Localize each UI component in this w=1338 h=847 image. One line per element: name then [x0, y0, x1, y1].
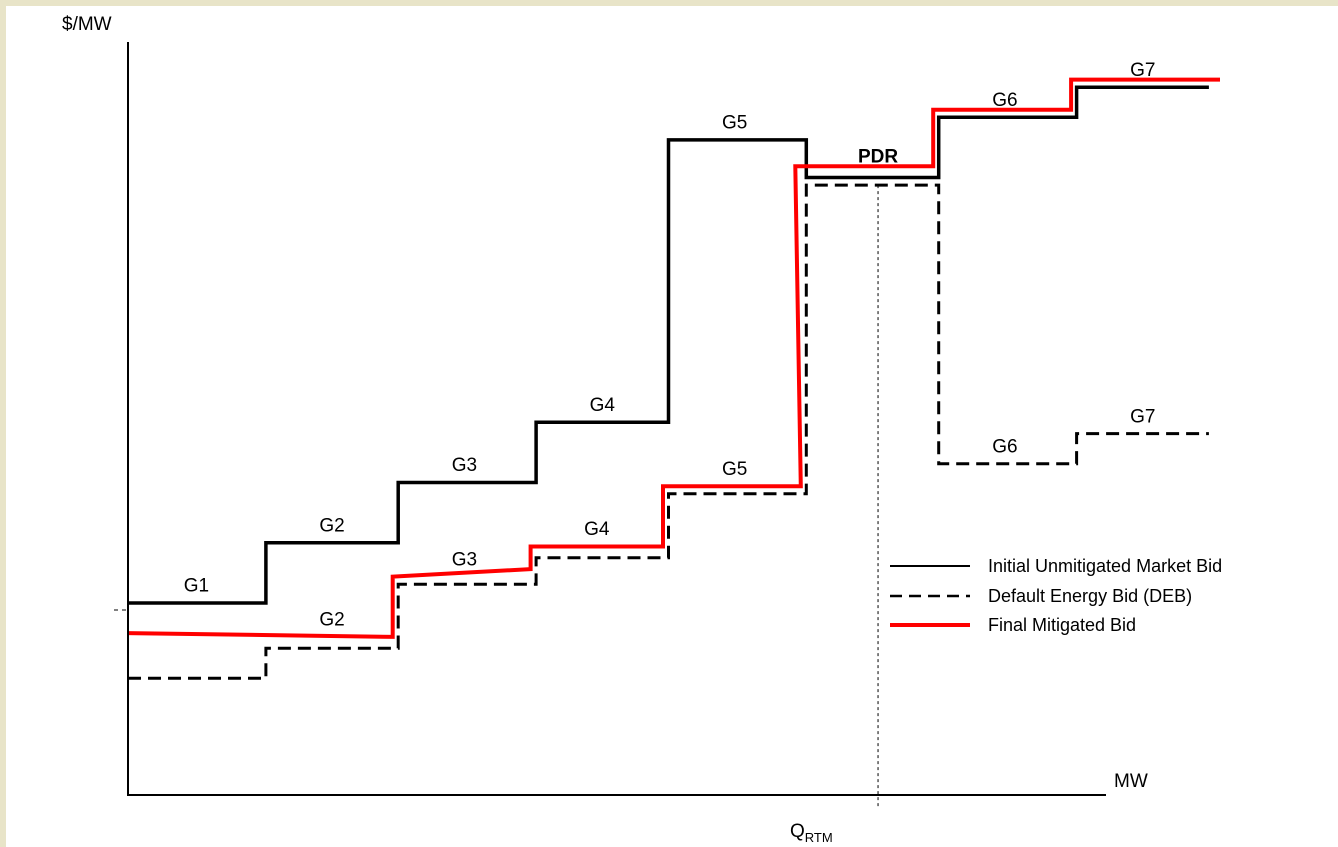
step-label-g3-9: G3 — [452, 549, 477, 570]
series-layer — [127, 77, 1220, 680]
legend: Initial Unmitigated Market Bid Default E… — [890, 556, 1222, 635]
step-label-g3-2: G3 — [452, 455, 477, 476]
step-label-g2-1: G2 — [319, 515, 344, 536]
series-line-unmitigated — [128, 85, 1209, 605]
label-layer: G1 G2 G3 G4 G5 PDR G6 G7 G2 G3 G4 G5 G6 G7 — [184, 60, 1156, 631]
series-line-deb — [128, 183, 1209, 680]
axes-layer: $/MW MW QRTM — [62, 14, 1148, 845]
legend-label-mitigated: Final Mitigated Bid — [988, 615, 1136, 635]
step-label-g4-3: G4 — [590, 395, 616, 416]
marker-label-subscript: RTM — [805, 830, 833, 845]
x-axis-label: MW — [1114, 771, 1148, 792]
legend-label-unmitigated: Initial Unmitigated Market Bid — [988, 556, 1222, 576]
step-label-g7-7: G7 — [1130, 60, 1155, 81]
step-label-g5-4: G5 — [722, 113, 747, 134]
chart-frame: $/MW MW QRTM G1 G2 G3 G4 G5 PDR G6 G7 G2 G3 G4 G5 G6… — [6, 6, 1338, 847]
legend-label-deb: Default Energy Bid (DEB) — [988, 586, 1192, 606]
step-label-pdr-5: PDR — [858, 146, 898, 167]
step-label-g6-12: G6 — [992, 436, 1017, 457]
step-label-g4-10: G4 — [584, 519, 610, 540]
step-label-g6-6: G6 — [992, 90, 1017, 111]
step-label-g5-11: G5 — [722, 459, 747, 480]
step-label-g7-13: G7 — [1130, 406, 1155, 427]
series-line-mitigated — [127, 77, 1220, 639]
y-axis-label: $/MW — [62, 14, 112, 35]
step-label-g2-8: G2 — [319, 610, 344, 631]
step-label-g1-0: G1 — [184, 576, 209, 597]
marker-label: QRTM — [790, 821, 833, 845]
marker-label-main: Q — [790, 821, 805, 842]
step-bid-chart: $/MW MW QRTM G1 G2 G3 G4 G5 PDR G6 G7 G2 G3 G4 G5 G6… — [62, 14, 1222, 845]
